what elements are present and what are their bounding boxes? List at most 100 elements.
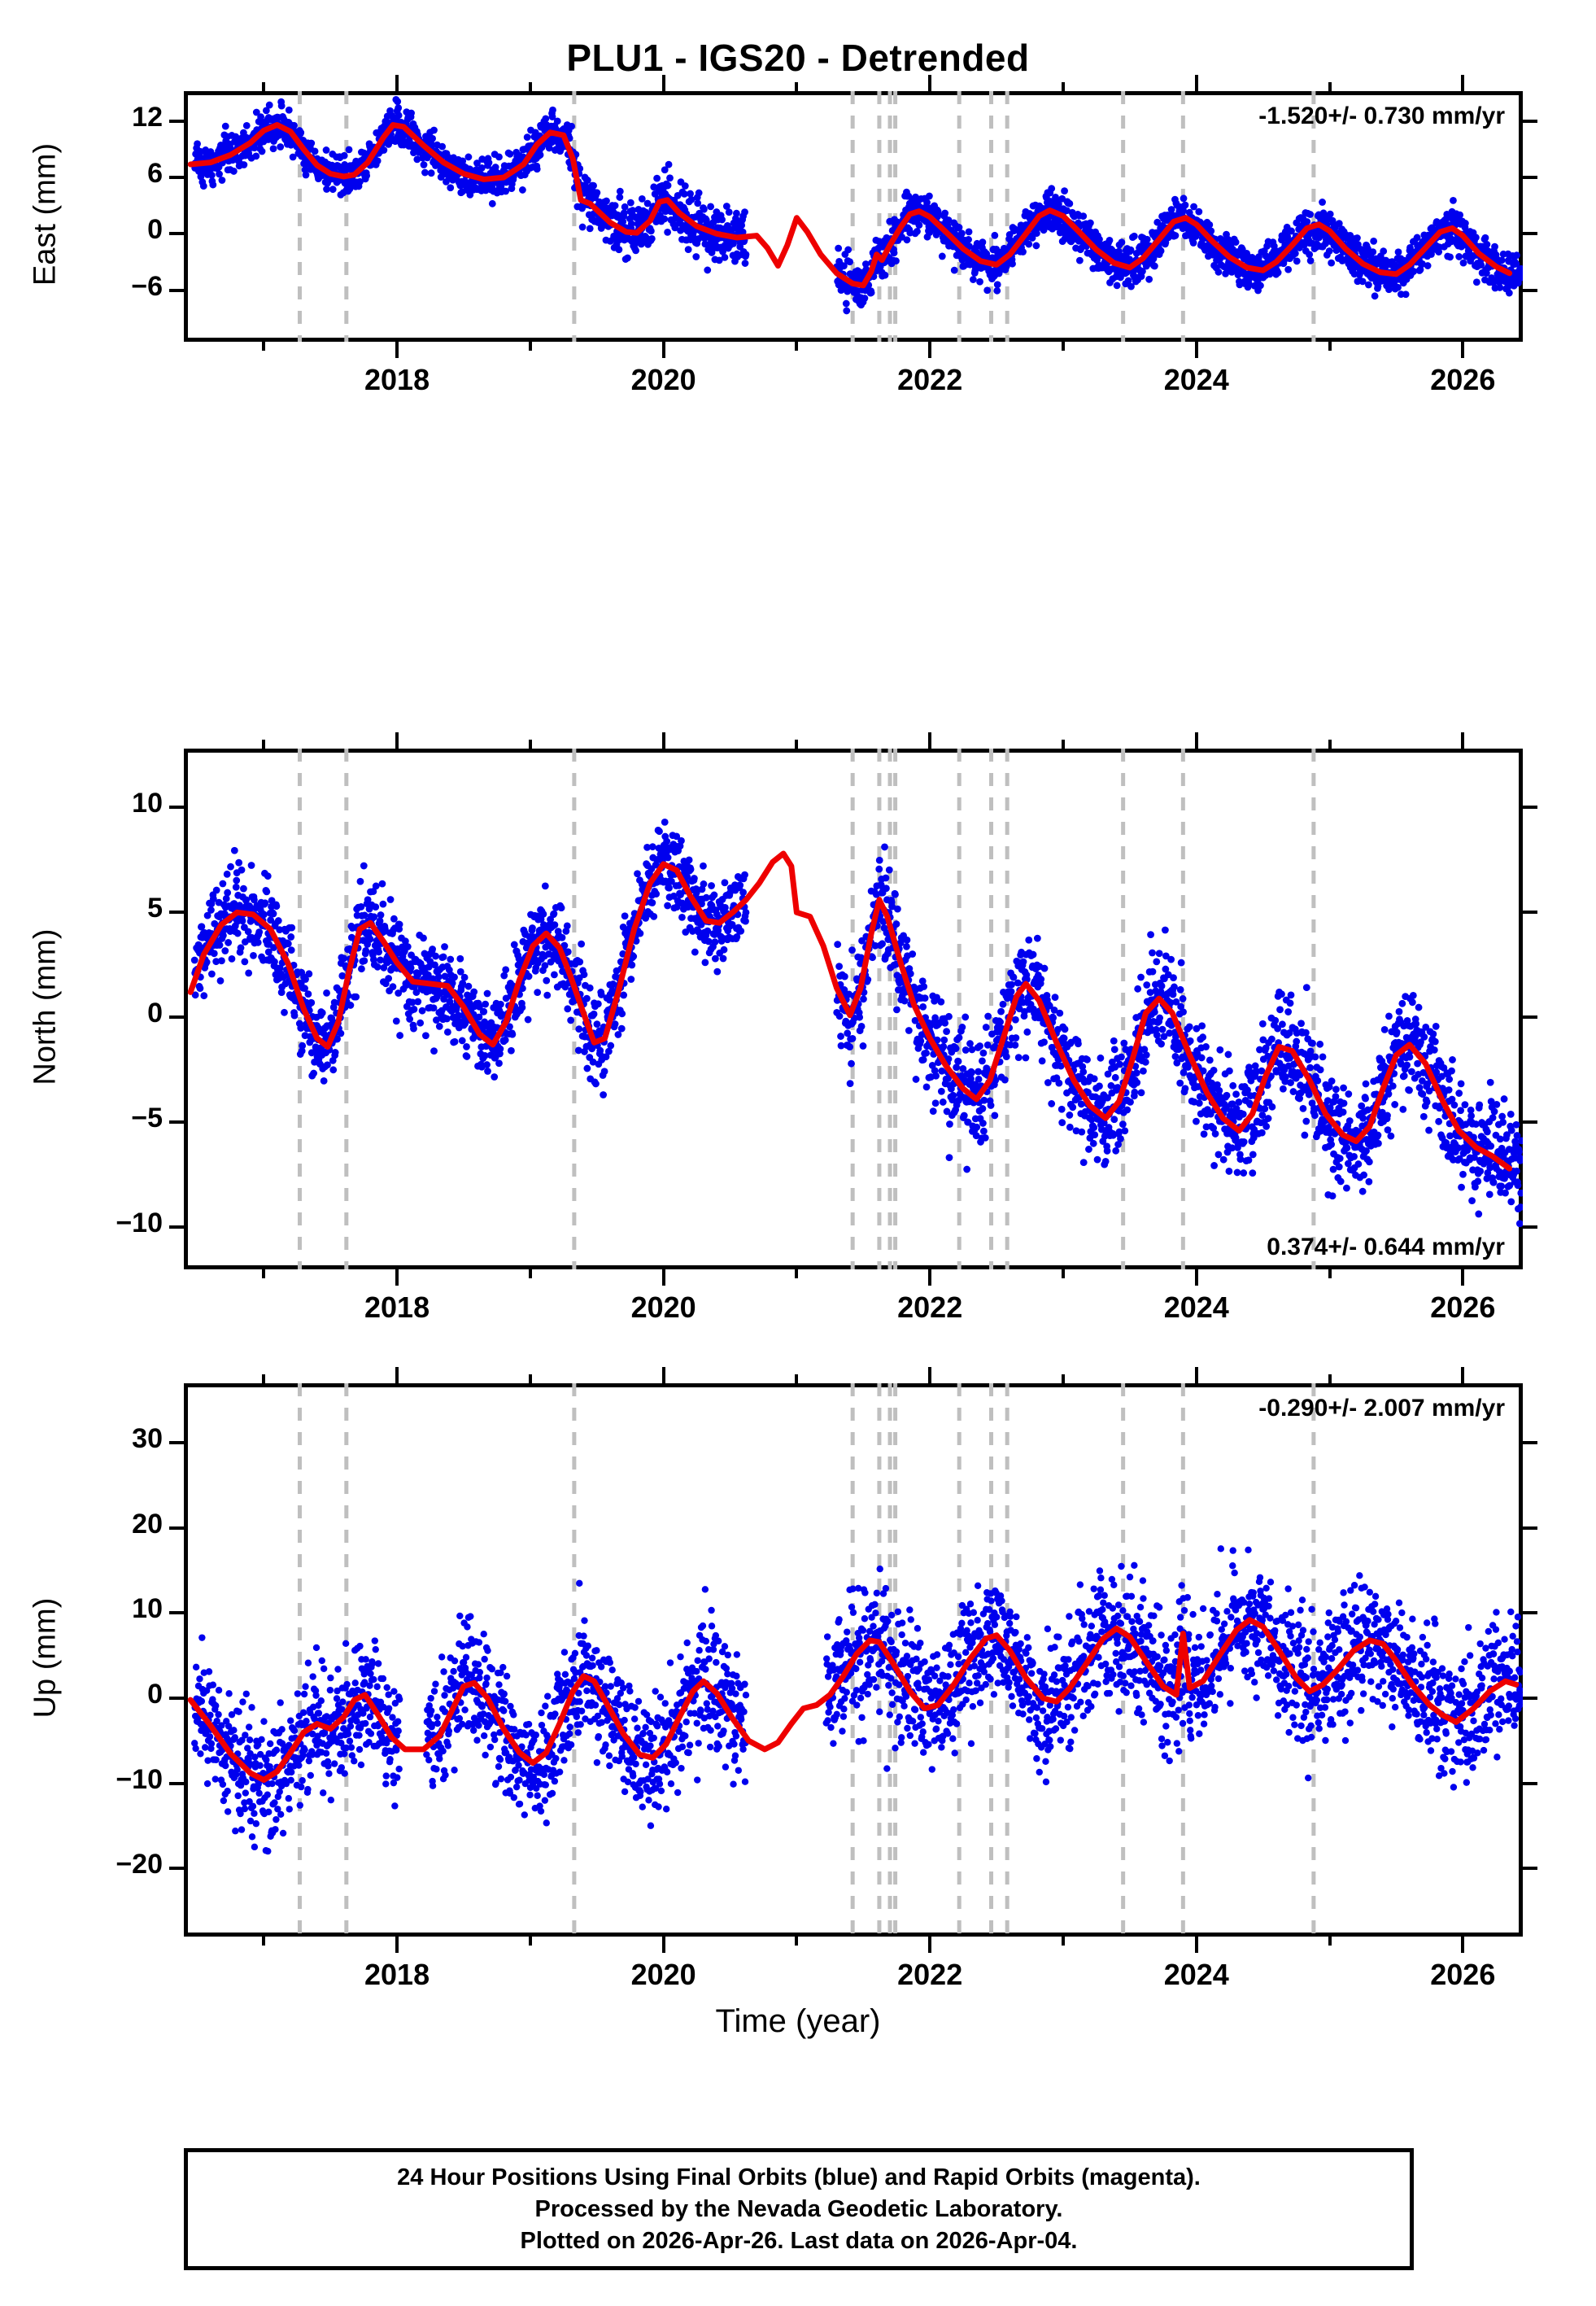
ytick-label-east-1: 6 [147,158,163,190]
ytick-label-up-0: 30 [132,1423,163,1455]
xtick-top-up-2018 [395,1367,399,1383]
xtick-minor-up-2017 [262,1937,266,1946]
xtick-top-up-2023 [1061,1374,1065,1383]
xtick-mark-up-0 [395,1937,399,1953]
xtick-mark-north-0 [395,1269,399,1286]
xtick-label-east-4: 2026 [1430,363,1496,396]
xtick-minor-east-2025 [1328,342,1332,351]
caption-line-2: Processed by the Nevada Geodetic Laborat… [534,2195,1063,2222]
ytick-label-up-1: 20 [132,1508,163,1540]
xtick-minor-up-2025 [1328,1937,1332,1946]
xtick-label-east-3: 2024 [1163,363,1229,396]
scatter-points-group [191,1545,1523,1855]
xtick-top-up-2017 [262,1374,266,1383]
caption-box: 24 Hour Positions Using Final Orbits (bl… [184,2148,1414,2270]
xtick-top-north-2023 [1061,740,1065,749]
xtick-label-east-1: 2020 [630,363,696,396]
xtick-mark-east-1 [661,342,665,358]
xtick-top-north-2017 [262,740,266,749]
ytick-right-north-1 [1523,911,1537,915]
xtick-label-up-4: 2026 [1430,1958,1496,1991]
ytick-mark-up-3 [169,1697,184,1701]
xtick-minor-north-2025 [1328,1269,1332,1278]
xtick-minor-north-2017 [262,1269,266,1278]
xtick-minor-east-2021 [795,342,799,351]
ytick-label-north-0: 10 [132,788,163,819]
ytick-right-up-5 [1523,1867,1537,1871]
xtick-label-east-0: 2018 [364,363,430,396]
ytick-right-east-0 [1523,119,1537,123]
xtick-top-east-2022 [928,75,932,91]
caption-line-1: 24 Hour Positions Using Final Orbits (bl… [397,2164,1201,2190]
ytick-right-up-3 [1523,1697,1537,1701]
ytick-label-up-3: 0 [147,1679,163,1710]
xtick-minor-up-2023 [1061,1937,1065,1946]
xtick-top-north-2021 [795,740,799,749]
ytick-label-north-4: −10 [116,1208,163,1239]
yaxis-title-east: East (mm) [28,142,63,286]
ytick-mark-north-3 [169,1120,184,1125]
xtick-minor-east-2019 [528,342,532,351]
scatter-points-group [190,818,1523,1228]
ytick-mark-up-5 [169,1867,184,1871]
xtick-label-north-2: 2022 [897,1291,963,1324]
ytick-mark-east-2 [169,232,184,236]
xtick-mark-north-1 [661,1269,665,1286]
ytick-right-up-0 [1523,1441,1537,1445]
ytick-right-north-4 [1523,1225,1537,1229]
yaxis-title-north: North (mm) [28,928,63,1085]
xtick-minor-north-2021 [795,1269,799,1278]
xtick-mark-north-4 [1461,1269,1465,1286]
xtick-top-up-2024 [1194,1367,1198,1383]
ytick-mark-east-1 [169,176,184,180]
ytick-right-up-1 [1523,1526,1537,1530]
rate-label-north: 0.374+/- 0.644 mm/yr [1267,1234,1505,1260]
ytick-right-up-2 [1523,1611,1537,1615]
xtick-top-east-2021 [795,82,799,91]
xtick-top-north-2025 [1328,740,1332,749]
xtick-top-north-2020 [661,732,665,749]
xtick-top-east-2023 [1061,82,1065,91]
xtick-top-east-2017 [262,82,266,91]
xtick-top-north-2022 [928,732,932,749]
ytick-mark-east-3 [169,288,184,292]
page-title: PLU1 - IGS20 - Detrended [566,37,1030,79]
ytick-right-north-0 [1523,806,1537,810]
xtick-label-up-3: 2024 [1163,1958,1229,1991]
xtick-label-up-1: 2020 [630,1958,696,1991]
panel-up: -0.290+/- 2.007 mm/yr [184,1383,1523,1937]
xtick-top-east-2018 [395,75,399,91]
xtick-mark-north-3 [1194,1269,1198,1286]
xtick-top-north-2026 [1461,732,1465,749]
trend-line-segment-0 [187,1617,1520,1784]
xaxis-title: Time (year) [715,2003,881,2039]
ytick-label-up-4: −10 [116,1763,163,1795]
xtick-mark-up-1 [661,1937,665,1953]
xtick-label-up-2: 2022 [897,1958,963,1991]
panel-north: 0.374+/- 0.644 mm/yr [184,749,1523,1269]
xtick-minor-north-2019 [528,1269,532,1278]
ytick-right-north-3 [1523,1120,1537,1125]
xtick-mark-up-2 [928,1937,932,1953]
xtick-minor-north-2023 [1061,1269,1065,1278]
xtick-mark-east-2 [928,342,932,358]
xtick-top-north-2019 [528,740,532,749]
ytick-mark-north-4 [169,1225,184,1229]
rate-label-east: -1.520+/- 0.730 mm/yr [1258,103,1505,129]
xtick-minor-east-2023 [1061,342,1065,351]
ytick-label-up-2: 10 [132,1593,163,1625]
xtick-label-north-3: 2024 [1163,1291,1229,1324]
xtick-top-east-2024 [1194,75,1198,91]
ytick-mark-east-0 [169,119,184,123]
ytick-mark-north-0 [169,806,184,810]
xtick-top-up-2021 [795,1374,799,1383]
xtick-label-north-4: 2026 [1430,1291,1496,1324]
caption-line-3: Plotted on 2026-Apr-26. Last data on 202… [520,2227,1078,2254]
xtick-top-east-2020 [661,75,665,91]
ytick-right-up-4 [1523,1781,1537,1785]
xtick-top-up-2019 [528,1374,532,1383]
ytick-label-north-1: 5 [147,893,163,924]
xtick-top-up-2025 [1328,1374,1332,1383]
xtick-top-up-2022 [928,1367,932,1383]
xtick-minor-up-2021 [795,1937,799,1946]
